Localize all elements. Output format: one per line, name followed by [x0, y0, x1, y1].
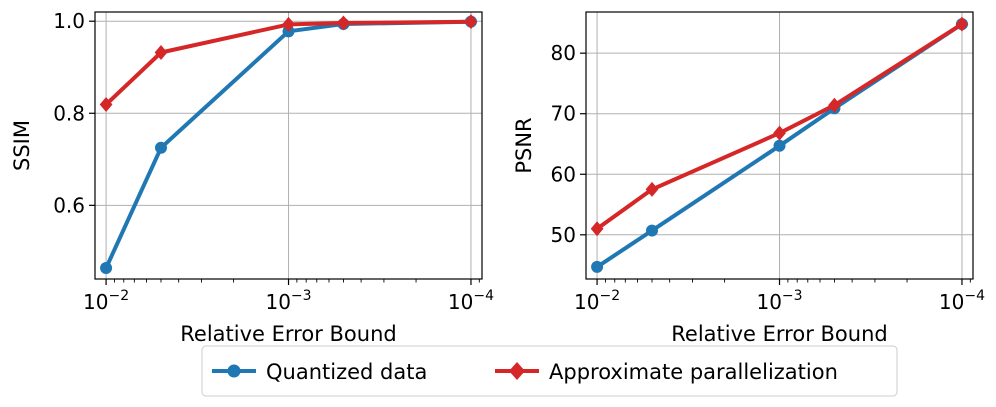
psnr-subplot: 50 60 70 80 10−2 10−3 10−4 Relative Error Bound… [512, 11, 985, 346]
psnr-y-tick-label: 80 [551, 41, 576, 65]
ssim-y-tick-label: 1.0 [53, 9, 85, 33]
psnr-x-tick-label: 10−4 [939, 288, 985, 314]
legend-marker-circle [227, 364, 241, 378]
ssim-x-tick-label: 10−3 [265, 288, 311, 314]
ssim-data-point [154, 141, 167, 154]
psnr-data-point [645, 181, 659, 197]
ssim-data-point [464, 14, 478, 30]
ssim-x-axis-label: Relative Error Bound [180, 322, 396, 346]
legend-label-approximate: Approximate parallelization [549, 360, 838, 384]
psnr-series-approximate [590, 16, 969, 237]
psnr-y-tick-label: 70 [551, 102, 576, 126]
legend-entry-quantized: Quantized data [212, 360, 427, 384]
ssim-x-tick-label: 10−2 [83, 288, 129, 314]
psnr-axes-frame [585, 11, 974, 280]
psnr-data-point [773, 125, 786, 141]
legend-entry-approximate: Approximate parallelization [495, 360, 838, 384]
legend-label-quantized: Quantized data [266, 360, 427, 384]
psnr-y-tick-label: 60 [551, 162, 576, 186]
ssim-data-point [100, 261, 113, 274]
ssim-data-point [99, 97, 113, 113]
psnr-data-point [645, 224, 658, 237]
ssim-series-approximate [99, 14, 478, 113]
ssim-y-axis-label: SSIM [10, 120, 34, 171]
ssim-y-tick-label: 0.6 [53, 193, 85, 217]
psnr-data-point [828, 97, 841, 113]
ssim-data-point [154, 45, 168, 61]
psnr-y-tick-label: 50 [551, 223, 576, 247]
legend-frame [201, 345, 898, 397]
legend-marker-diamond [509, 362, 525, 380]
psnr-x-axis-label: Relative Error Bound [671, 322, 887, 346]
psnr-data-point [955, 16, 969, 32]
psnr-x-tick-label: 10−2 [574, 288, 620, 314]
psnr-x-tick-label: 10−3 [756, 288, 802, 314]
ssim-axes-frame [94, 11, 483, 280]
psnr-data-point [591, 260, 604, 273]
psnr-data-point [590, 221, 604, 237]
psnr-y-axis-label: PSNR [512, 117, 536, 173]
psnr-data-point [773, 139, 786, 152]
ssim-y-tick-label: 0.8 [53, 101, 85, 125]
ssim-data-point [282, 16, 295, 32]
ssim-x-tick-label: 10−4 [448, 288, 494, 314]
legend: Quantized data Approximate parallelizati… [201, 345, 898, 397]
ssim-subplot: 0.6 0.8 1.0 10−2 10−3 10−4 Relative Error Boun… [10, 9, 494, 346]
ssim-data-point [337, 15, 350, 31]
